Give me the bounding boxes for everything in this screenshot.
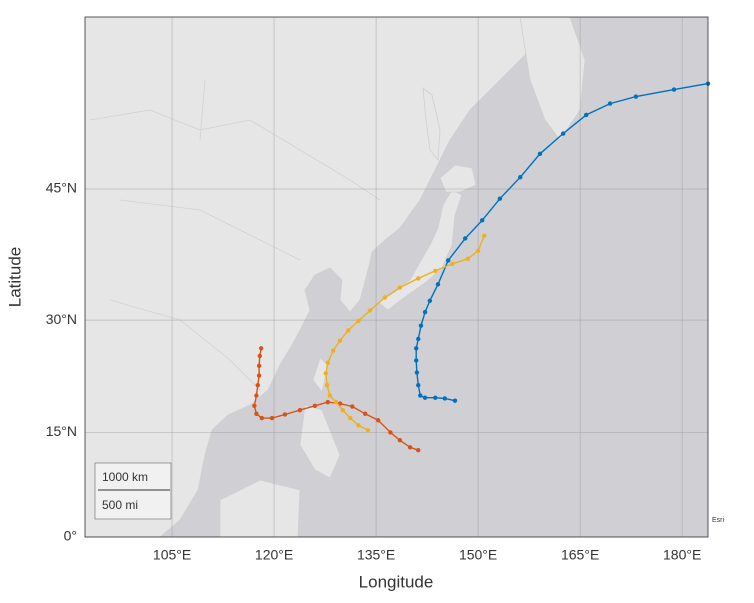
track-point	[407, 445, 413, 450]
mainland	[85, 17, 536, 537]
philippines	[299, 404, 341, 479]
track-point	[346, 328, 351, 333]
track-point	[375, 418, 381, 423]
track-point	[363, 411, 368, 416]
track-point	[435, 282, 441, 287]
x-tick-label: 180°E	[663, 547, 701, 563]
track-point	[254, 393, 259, 398]
track-point	[312, 403, 318, 408]
y-axis-label: Latitude	[5, 247, 24, 308]
track-point	[333, 399, 339, 405]
scale-bar-km: 1000 km	[102, 470, 148, 484]
track-point	[365, 428, 371, 433]
track-point	[350, 404, 355, 409]
track-point	[465, 256, 471, 261]
track-point	[259, 415, 265, 421]
x-tick-label: 165°E	[561, 547, 599, 563]
track-point	[325, 360, 331, 365]
track-point	[584, 112, 589, 118]
track-point	[418, 323, 424, 328]
track-point	[256, 363, 262, 368]
track-point	[327, 393, 333, 398]
track-point	[537, 151, 543, 156]
track-point	[297, 407, 303, 413]
track-point	[422, 395, 428, 400]
track-point	[497, 196, 503, 201]
japan	[377, 189, 463, 311]
track-point	[418, 393, 423, 398]
track-point	[254, 411, 259, 416]
track-point	[397, 438, 403, 443]
y-tick-label: 45°N	[46, 180, 77, 196]
track-point	[414, 358, 419, 363]
track-point	[427, 298, 433, 303]
track-point	[414, 370, 420, 375]
scale-bar-box	[94, 462, 172, 520]
track-point	[258, 346, 264, 351]
track-point	[348, 415, 353, 421]
country-borders	[89, 79, 381, 391]
storm-track	[325, 235, 485, 431]
track-point	[337, 338, 343, 343]
track-point	[331, 348, 336, 353]
track-point	[255, 383, 260, 388]
track-point	[450, 261, 455, 267]
track-point	[442, 396, 447, 401]
axes-frame	[84, 16, 709, 538]
track-point	[422, 309, 428, 315]
track-point	[416, 336, 421, 342]
taiwan	[312, 357, 329, 393]
track-point	[382, 295, 388, 300]
y-tick-label: 30°N	[46, 311, 77, 327]
sakhalin	[422, 87, 441, 162]
track-point	[433, 268, 438, 273]
track-point	[256, 373, 262, 378]
track-point	[462, 236, 468, 241]
track-point	[433, 395, 438, 400]
track-point	[367, 308, 373, 313]
track-point	[479, 218, 485, 223]
track-point	[416, 276, 421, 281]
x-tick-label: 135°E	[357, 547, 395, 563]
x-tick-label: 150°E	[459, 547, 497, 563]
track-point	[323, 371, 328, 376]
track-point	[269, 415, 275, 421]
track-point	[560, 131, 566, 136]
track-point	[257, 353, 262, 359]
track-point	[325, 399, 331, 405]
hokkaido	[439, 164, 477, 193]
x-tick-label: 120°E	[255, 547, 293, 563]
track-point	[340, 407, 345, 413]
borneo	[219, 479, 301, 537]
track-point	[475, 248, 481, 254]
track-point	[445, 258, 451, 263]
track-point	[252, 403, 257, 408]
track-point	[671, 87, 677, 92]
y-tick-label: 15°N	[46, 423, 77, 439]
y-tick-label: 0°	[64, 528, 77, 544]
track-point	[633, 94, 639, 99]
scale-bar-mi: 500 mi	[102, 498, 138, 512]
track-point	[388, 430, 393, 435]
track-point	[282, 412, 288, 417]
x-axis-label: Longitude	[359, 572, 434, 591]
storm-track	[253, 348, 419, 451]
track-point	[518, 174, 523, 180]
track-point	[452, 398, 458, 403]
x-tick-label: 105°E	[153, 547, 191, 563]
track-point	[397, 285, 403, 290]
track-point	[414, 346, 419, 351]
track-point	[416, 447, 421, 453]
attribution: Esri	[712, 517, 725, 524]
basemap	[85, 17, 586, 537]
kamchatka	[519, 17, 586, 141]
track-point	[607, 101, 613, 106]
track-point	[356, 423, 361, 428]
track-point	[324, 383, 330, 388]
track-point	[356, 318, 361, 324]
track-point	[482, 233, 487, 238]
track-point	[416, 383, 421, 388]
